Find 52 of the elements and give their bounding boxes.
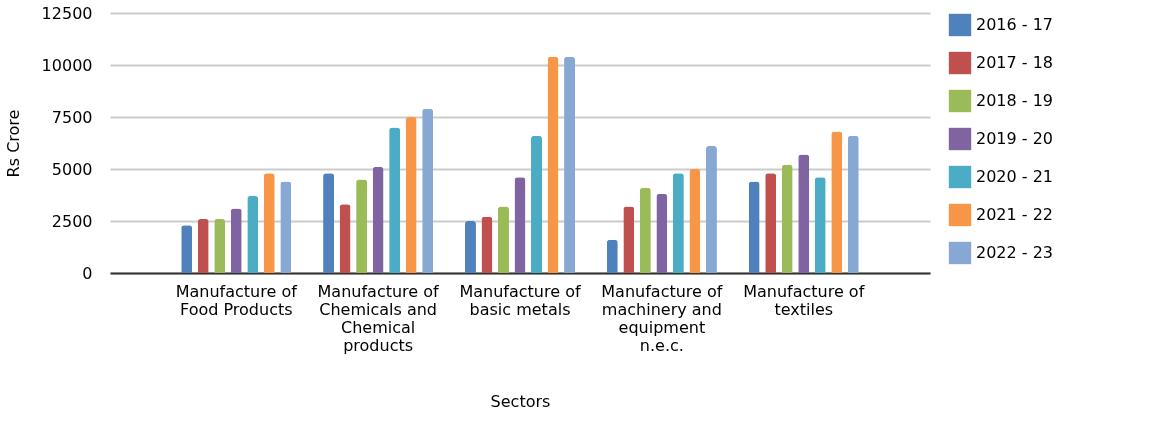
bar (814, 177, 826, 273)
bar (280, 181, 292, 273)
bar (464, 221, 476, 273)
legend-label: 2022 - 23 (976, 243, 1054, 262)
bar (230, 208, 242, 273)
bar (765, 173, 777, 273)
y-tick-label: 12500 (41, 3, 93, 23)
bar (547, 56, 559, 273)
legend-label: 2016 - 17 (976, 15, 1054, 34)
bar (214, 218, 226, 273)
bar (422, 108, 434, 273)
y-tick-label: 7500 (51, 107, 93, 127)
bar (481, 216, 493, 273)
x-tick-label: Manufacture of basic metals (459, 281, 581, 319)
bar (323, 173, 335, 273)
legend-label: 2017 - 18 (976, 53, 1054, 72)
x-axis-title: Sectors (490, 391, 551, 411)
bar (356, 179, 368, 273)
legend-label: 2020 - 21 (976, 167, 1054, 186)
bar (339, 204, 351, 273)
x-tick-label: Manufacture of Chemicals and Chemical products (317, 281, 440, 355)
bar (564, 56, 576, 273)
y-tick-label: 10000 (41, 55, 93, 75)
bar (389, 127, 401, 273)
x-tick-label: Manufacture of Food Products (175, 281, 298, 319)
x-tick-label: Manufacture of textiles (743, 281, 865, 319)
y-tick-label: 0 (82, 263, 93, 283)
bar (372, 166, 384, 273)
bar (831, 131, 843, 273)
bar (847, 135, 859, 273)
bar (514, 177, 526, 273)
legend-label: 2021 - 22 (976, 205, 1054, 224)
bar (197, 218, 209, 273)
y-axis-title: Rs Crore (3, 109, 23, 178)
bar (247, 196, 259, 273)
legend-label: 2018 - 19 (976, 91, 1054, 110)
bar (656, 193, 668, 273)
y-tick-label: 5000 (51, 159, 93, 179)
bar (672, 173, 684, 273)
bar (781, 164, 793, 273)
y-tick-label: 2500 (51, 211, 93, 231)
x-tick-label: Manufacture of machinery and equipment n.e.c. (601, 281, 723, 355)
bar (263, 173, 275, 273)
bar (623, 206, 635, 273)
bar (798, 154, 810, 273)
bar (639, 187, 651, 273)
bar (705, 146, 717, 273)
bar (531, 135, 543, 273)
legend-label: 2019 - 20 (976, 129, 1054, 148)
bar (748, 181, 760, 273)
bar (405, 117, 417, 273)
bar (689, 169, 701, 273)
